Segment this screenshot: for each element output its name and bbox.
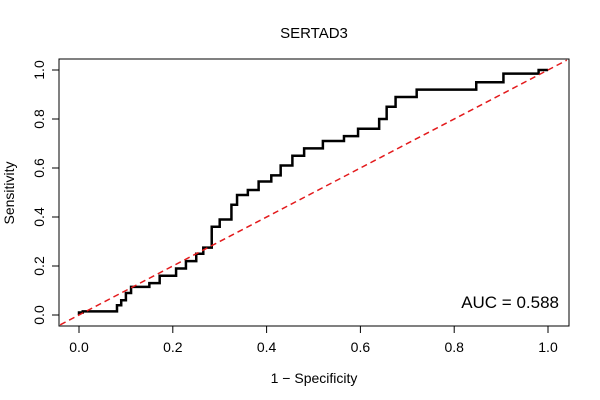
y-tick-label: 0.2 bbox=[31, 256, 47, 276]
x-axis-title: 1 − Specificity bbox=[271, 370, 358, 386]
x-tick-label: 1.0 bbox=[538, 339, 558, 355]
reference-diagonal-line bbox=[59, 59, 568, 326]
y-axis: 0.0 0.2 0.4 0.6 0.8 1.0 bbox=[31, 60, 60, 325]
y-tick-label: 0.4 bbox=[31, 207, 47, 227]
y-tick-label: 0.8 bbox=[31, 109, 47, 129]
roc-curve-line bbox=[77, 68, 548, 315]
x-tick-label: 0.6 bbox=[351, 339, 371, 355]
y-tick-label: 1.0 bbox=[31, 60, 47, 80]
x-tick-label: 0.8 bbox=[444, 339, 464, 355]
x-tick-label: 0.0 bbox=[69, 339, 89, 355]
y-axis-title: Sensitivity bbox=[1, 161, 17, 224]
x-axis: 0.0 0.2 0.4 0.6 0.8 1.0 bbox=[69, 325, 558, 355]
x-tick-label: 0.2 bbox=[163, 339, 183, 355]
auc-annotation: AUC = 0.588 bbox=[461, 293, 559, 312]
x-tick-label: 0.4 bbox=[257, 339, 277, 355]
y-tick-label: 0.6 bbox=[31, 158, 47, 178]
y-tick-label: 0.0 bbox=[31, 305, 47, 325]
chart-title: SERTAD3 bbox=[280, 25, 348, 42]
plot-area bbox=[59, 59, 568, 326]
